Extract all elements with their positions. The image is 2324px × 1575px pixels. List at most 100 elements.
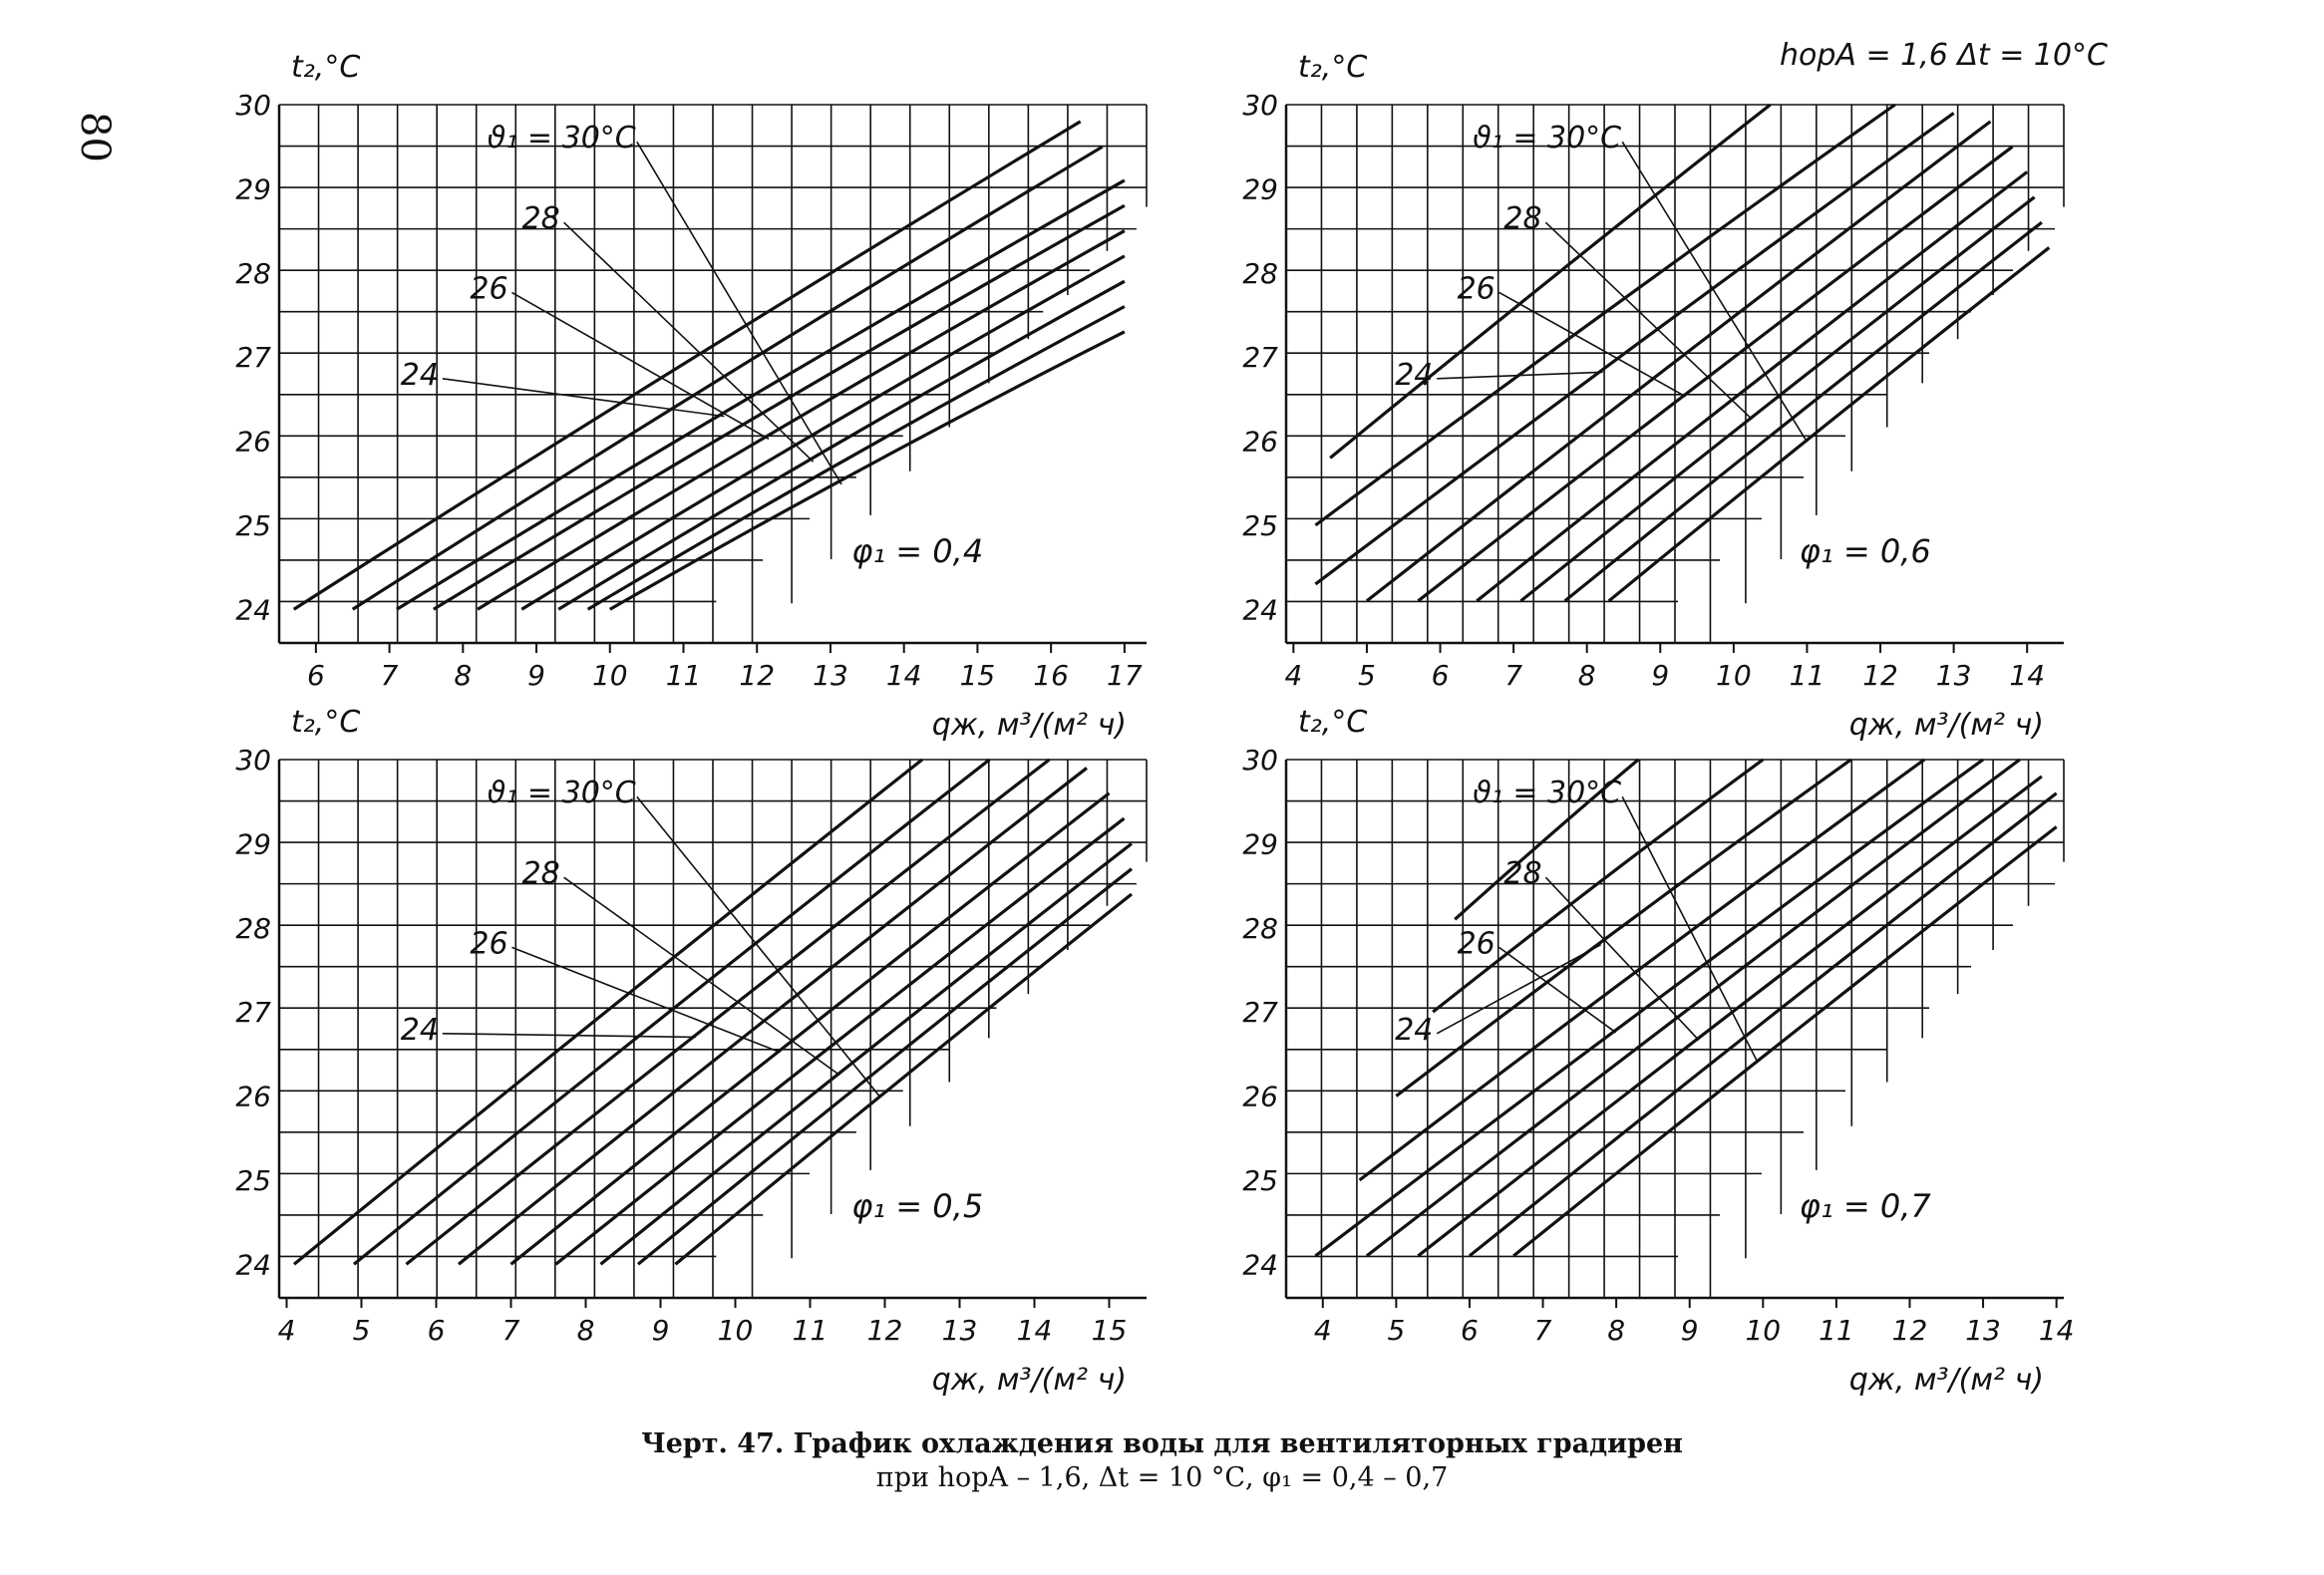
caption-line-2: при hорA – 1,6, Δt = 10 °С, φ₁ = 0,4 – 0… (875, 1462, 1449, 1493)
x-tick-label: 9 (527, 659, 545, 692)
curve-label-leader (511, 946, 781, 1054)
x-tick-label: 12 (867, 1314, 903, 1347)
x-tick-label: 6 (428, 1314, 446, 1347)
y-tick-label: 24 (1242, 1248, 1278, 1281)
header-note: hорA = 1,6 Δt = 10°C (1780, 38, 2108, 73)
curve-label: 24 (401, 1013, 439, 1048)
curve-label-leader (1498, 946, 1617, 1034)
x-tick-label: 6 (1461, 1314, 1479, 1347)
x-tick-label: 4 (1314, 1314, 1332, 1347)
x-tick-label: 9 (1651, 659, 1669, 692)
curve-label-leader (563, 876, 840, 1077)
param-label: φ₁ = 0,4 (851, 532, 983, 570)
series-line (1314, 758, 1984, 1258)
grid (278, 104, 1148, 644)
series-line (608, 330, 1126, 611)
series-line (405, 758, 1051, 1266)
x-tick-label: 10 (718, 1314, 754, 1347)
x-tick-label: 11 (793, 1314, 829, 1347)
series-line (292, 120, 1082, 611)
x-tick-label: 7 (1534, 1314, 1552, 1347)
x-tick-label: 11 (1790, 659, 1826, 692)
curve-label-leader (1498, 291, 1687, 398)
y-axis-label: t₂,°C (1298, 705, 1367, 740)
curve-label: ϑ₁ = 30°C (1473, 776, 1621, 810)
curve-label: 26 (1458, 271, 1495, 306)
y-tick-label: 27 (1242, 341, 1278, 374)
y-tick-label: 28 (1242, 912, 1278, 945)
y-tick-label: 29 (235, 172, 271, 205)
curve-label: ϑ₁ = 30°C (488, 121, 636, 156)
y-axis-label: t₂,°C (291, 50, 360, 85)
series-line (477, 229, 1126, 611)
curve-label: 28 (1503, 856, 1541, 891)
series-line (352, 758, 991, 1266)
curve-label: 24 (1395, 358, 1433, 393)
curve-label: ϑ₁ = 30°C (1473, 121, 1621, 156)
series-line (1417, 775, 2043, 1258)
x-tick-label: 13 (1936, 659, 1972, 692)
x-tick-label: 8 (454, 659, 472, 692)
x-axis-label: qж, м³/(м² ч) (932, 708, 1127, 743)
grid (1285, 759, 2065, 1299)
curve-label: 28 (522, 201, 560, 236)
x-axis-label: qж, м³/(м² ч) (932, 1363, 1127, 1398)
y-axis-label: t₂,°C (291, 705, 360, 740)
y-tick-label: 25 (235, 1164, 271, 1197)
y-tick-label: 28 (1242, 257, 1278, 290)
x-tick-label: 7 (1504, 659, 1522, 692)
series-line (674, 892, 1133, 1266)
x-tick-label: 14 (2039, 1314, 2075, 1347)
x-tick-label: 7 (381, 659, 399, 692)
y-tick-label: 30 (1242, 744, 1278, 777)
chart-phi-0-6: 4 5 6 7 8 9 10 11 12 13 14 24 25 26 27 28 29 30 t₂,°C qж, м… (1242, 38, 2108, 743)
series-line (1432, 758, 1765, 1014)
curve-label-leader (636, 795, 881, 1099)
series-line (1395, 758, 1852, 1098)
x-tick-label: 13 (1965, 1314, 2001, 1347)
x-tick-label: 5 (1387, 1314, 1405, 1347)
x-tick-label: 10 (1745, 1314, 1781, 1347)
x-tick-label: 17 (1107, 659, 1143, 692)
y-tick-label: 25 (235, 509, 271, 542)
series-line (1512, 825, 2058, 1258)
param-label: φ₁ = 0,7 (1800, 1187, 1932, 1225)
series-line (1476, 170, 2029, 603)
y-tick-label: 29 (235, 827, 271, 860)
x-tick-label: 11 (666, 659, 702, 692)
series-line (1607, 246, 2051, 603)
y-tick-label: 25 (1242, 509, 1278, 542)
chart-phi-0-4: 6 7 8 9 10 11 12 13 14 15 16 17 24 25 26 27 28 29 30 t₂,°C q… (235, 50, 1148, 743)
series-line (554, 816, 1126, 1266)
y-tick-label: 26 (1242, 1081, 1278, 1113)
curve-label-leader (1436, 943, 1602, 1035)
y-tick-label: 28 (235, 912, 271, 945)
x-tick-label: 13 (942, 1314, 978, 1347)
curve-label-leader (1621, 141, 1809, 443)
param-label: φ₁ = 0,5 (851, 1187, 983, 1225)
x-tick-label: 15 (1092, 1314, 1128, 1347)
x-tick-label: 13 (813, 659, 848, 692)
x-tick-label: 6 (1432, 659, 1450, 692)
y-tick-label: 30 (235, 744, 271, 777)
y-tick-label: 29 (1242, 827, 1278, 860)
series-line (396, 178, 1126, 611)
page-number: 80 (72, 112, 118, 162)
curve-label-leader (511, 291, 770, 441)
caption-line-1: Черт. 47. График охлаждения воды для вен… (641, 1428, 1683, 1459)
y-tick-label: 24 (235, 1248, 271, 1281)
series-line (636, 867, 1133, 1266)
y-tick-label: 27 (1242, 996, 1278, 1029)
x-tick-label: 9 (1681, 1314, 1699, 1347)
y-tick-label: 27 (235, 996, 271, 1029)
curve-label: 26 (470, 926, 507, 961)
chart-phi-0-7: 4 5 6 7 8 9 10 11 12 13 14 24 25 26 27 28 29 30 t₂,°C qж, м… (1242, 705, 2075, 1398)
x-tick-label: 10 (1716, 659, 1752, 692)
x-tick-label: 14 (1017, 1314, 1053, 1347)
y-tick-label: 24 (235, 593, 271, 626)
y-tick-label: 26 (1242, 426, 1278, 459)
x-axis-label: qж, м³/(м² ч) (1849, 708, 2044, 743)
curve-label: 28 (522, 856, 560, 891)
y-tick-label: 30 (1242, 89, 1278, 122)
series-line (1454, 758, 1640, 921)
